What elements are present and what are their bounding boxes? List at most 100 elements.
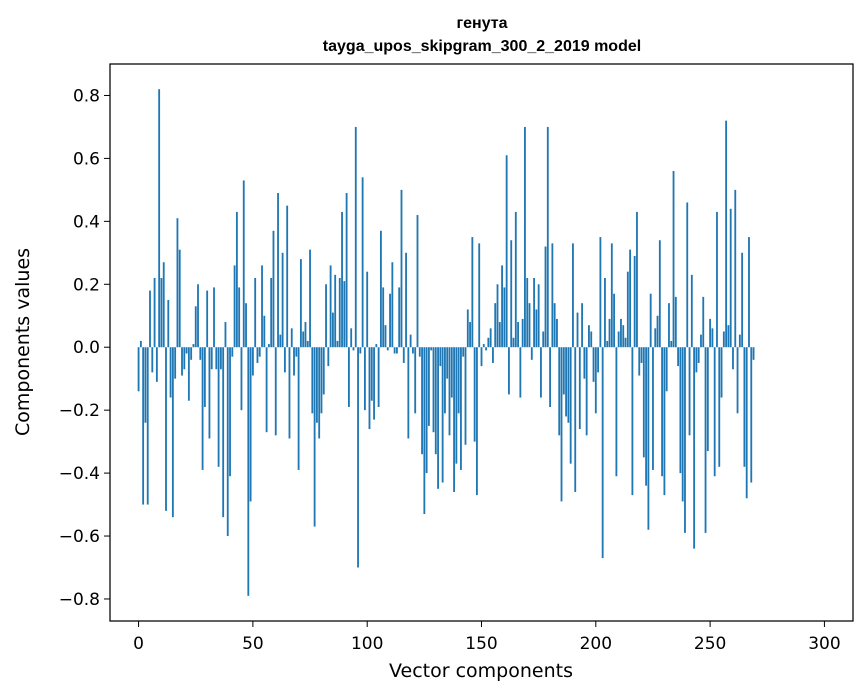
bar-37: [222, 347, 225, 518]
bar-69: [295, 347, 298, 357]
bar-259: [729, 208, 732, 348]
bar-70: [297, 347, 300, 470]
bar-229: [661, 347, 664, 477]
bar-239: [684, 347, 686, 533]
bar-183: [556, 318, 558, 348]
bar-256: [722, 331, 725, 348]
bar-55: [263, 315, 266, 348]
bar-187: [565, 347, 567, 417]
bar-8: [155, 347, 158, 382]
bar-106: [379, 230, 382, 348]
bar-36: [219, 347, 222, 370]
bar-128: [430, 347, 433, 351]
bar-52: [256, 347, 259, 363]
bar-53: [258, 347, 261, 357]
bar-119: [409, 334, 412, 348]
bar-27: [199, 347, 202, 360]
bar-269: [752, 347, 755, 360]
bar-92: [347, 347, 350, 408]
bar-64: [283, 347, 286, 373]
bar-15: [171, 347, 174, 518]
bar-225: [652, 347, 654, 470]
bar-25: [194, 306, 197, 348]
bar-193: [578, 347, 581, 430]
bar-73: [304, 322, 307, 348]
bar-101: [368, 347, 371, 430]
bar-129: [432, 347, 435, 433]
bar-199: [592, 347, 595, 382]
x-tick-label: 250: [694, 634, 726, 654]
bar-209: [615, 347, 618, 477]
bar-67: [290, 328, 293, 348]
bar-237: [679, 347, 682, 474]
bar-14: [169, 347, 172, 398]
bar-159: [501, 265, 503, 348]
bar-200: [594, 347, 597, 414]
bar-46: [242, 180, 245, 348]
bar-131: [437, 347, 439, 489]
bar-19: [181, 347, 183, 376]
bar-116: [402, 347, 405, 363]
bar-162: [508, 347, 510, 395]
bar-81: [322, 347, 325, 395]
bar-11: [162, 262, 165, 348]
x-tick-label: 100: [351, 634, 383, 654]
bar-234: [672, 170, 675, 348]
bar-43: [235, 211, 238, 348]
bar-164: [512, 337, 515, 348]
bar-211: [620, 318, 622, 348]
bar-33: [213, 287, 215, 348]
x-tick-label: 0: [133, 634, 144, 654]
bar-74: [306, 340, 309, 348]
bar-233: [670, 340, 673, 348]
bar-77: [313, 347, 316, 527]
bar-156: [494, 303, 497, 348]
bar-236: [677, 347, 680, 367]
bar-75: [309, 249, 311, 348]
bar-210: [617, 331, 620, 348]
bar-171: [528, 303, 531, 348]
bar-220: [640, 347, 643, 363]
bar-39: [226, 347, 229, 537]
bar-138: [453, 347, 455, 492]
bar-176: [540, 347, 542, 398]
bar-121: [414, 347, 417, 414]
bar-56: [265, 347, 268, 433]
bar-255: [720, 347, 723, 398]
bar-126: [425, 347, 428, 474]
bar-222: [645, 347, 648, 486]
bar-265: [743, 347, 746, 467]
bar-155: [492, 347, 494, 363]
bar-243: [693, 347, 696, 549]
bar-103: [373, 347, 375, 420]
bar-194: [581, 303, 584, 348]
bar-137: [450, 347, 453, 398]
bar-118: [407, 347, 410, 439]
bar-34: [215, 347, 218, 370]
bar-208: [613, 293, 616, 348]
y-tick-label: 0.8: [73, 86, 100, 106]
bar-61: [277, 193, 279, 348]
bar-98: [361, 177, 364, 348]
bar-41: [231, 347, 234, 357]
bar-214: [626, 271, 629, 348]
bar-57: [267, 344, 270, 348]
bar-175: [537, 284, 540, 348]
bar-130: [434, 347, 437, 455]
bar-148: [476, 347, 478, 496]
bar-157: [496, 284, 499, 348]
bar-147: [473, 347, 476, 442]
bar-113: [396, 347, 398, 354]
bar-45: [240, 347, 243, 411]
bar-21: [185, 347, 188, 354]
bar-204: [604, 277, 606, 348]
bar-9: [158, 89, 161, 348]
bar-24: [192, 344, 195, 348]
y-tick-label: 0.6: [73, 149, 100, 169]
bar-95: [354, 126, 357, 348]
bar-160: [503, 287, 506, 348]
bar-189: [569, 347, 572, 464]
x-tick-label: 50: [242, 634, 264, 654]
bar-178: [544, 246, 547, 348]
